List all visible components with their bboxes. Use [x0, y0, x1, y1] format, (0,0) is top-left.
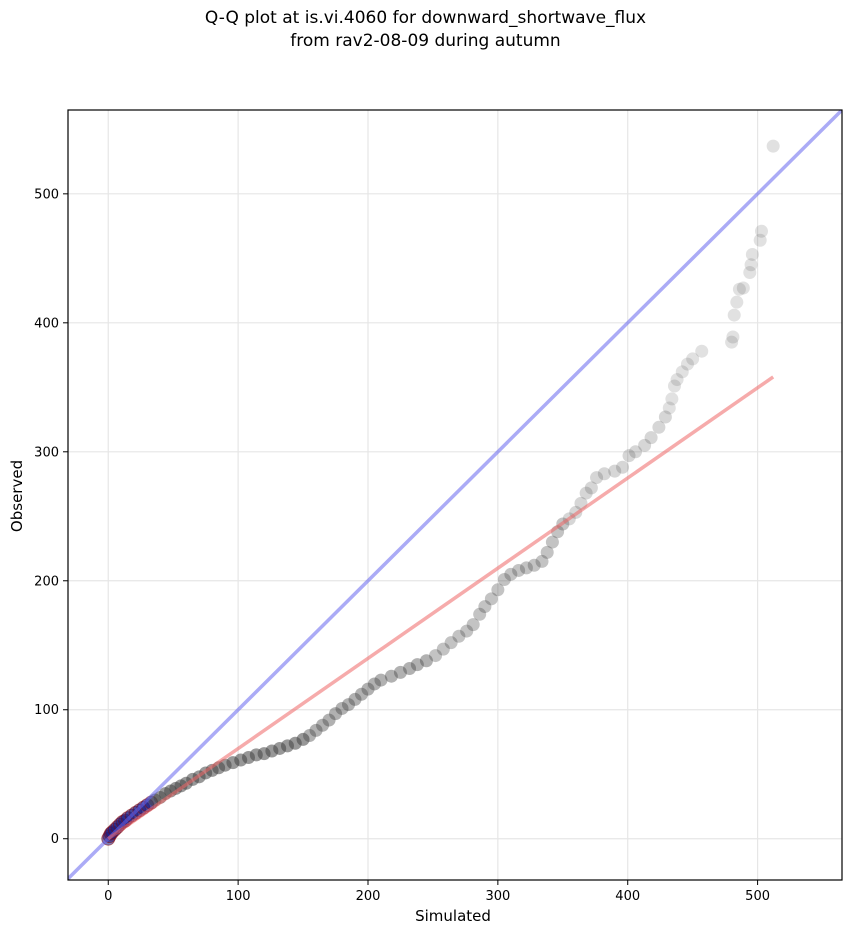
quantile-point: [348, 692, 362, 706]
quantile-point: [732, 282, 746, 296]
y-axis-label: Observed: [8, 460, 26, 532]
quantile-point: [303, 729, 317, 743]
quantile-point: [452, 629, 466, 643]
quantile-point: [753, 233, 767, 247]
y-tick-label: 100: [34, 703, 59, 718]
quantile-point: [491, 583, 505, 597]
plot-frame: [67, 109, 843, 881]
x-tick-label: 300: [485, 889, 510, 904]
quantile-point: [743, 266, 757, 280]
chart-title-line2: from rav2-08-09 during autumn: [290, 31, 561, 51]
quantile-point: [652, 420, 666, 434]
quantile-point: [367, 677, 381, 691]
quantile-point: [736, 281, 750, 295]
quantile-point: [579, 486, 593, 500]
fit-line: [107, 375, 775, 841]
quantile-point: [658, 410, 672, 424]
quantile-point: [419, 654, 433, 668]
quantile-point: [309, 723, 323, 737]
chart-title-line1: Q-Q plot at is.vi.4060 for downward_shor…: [204, 8, 647, 28]
quantile-point: [384, 669, 398, 683]
y-tick-label: 300: [34, 445, 59, 460]
quantile-point: [590, 471, 604, 485]
quantile-point: [329, 707, 343, 721]
quantile-point: [680, 357, 694, 371]
quantile-point: [512, 563, 526, 577]
quantile-point: [527, 558, 541, 572]
quantile-point: [342, 698, 356, 712]
quantile-point: [540, 545, 554, 559]
quantile-point: [622, 449, 636, 463]
quantile-point: [410, 658, 424, 672]
quantile-point: [466, 618, 480, 632]
quantile-point: [393, 665, 407, 679]
quantile-point: [374, 673, 388, 687]
quantile-point: [730, 295, 744, 309]
x-tick-label: 200: [356, 889, 381, 904]
reference-lines: [68, 110, 842, 880]
quantile-point: [745, 247, 759, 261]
quantile-point: [670, 373, 684, 387]
quantile-point: [667, 379, 681, 393]
quantile-point: [484, 592, 498, 606]
quantile-point: [686, 352, 700, 366]
quantile-point: [766, 139, 780, 153]
quantile-point: [497, 572, 511, 586]
quantile-point: [725, 335, 739, 349]
y-tick-label: 200: [34, 574, 59, 589]
quantile-point: [436, 642, 450, 656]
x-axis-label: Simulated: [415, 907, 491, 925]
quantile-point: [675, 365, 689, 379]
y-tick-label: 500: [34, 187, 59, 202]
quantile-point: [535, 554, 549, 568]
x-tick-label: 100: [226, 889, 251, 904]
quantile-point: [478, 600, 492, 614]
quantile-point: [616, 460, 630, 474]
quantile-point: [460, 624, 474, 638]
quantile-point: [444, 636, 458, 650]
quantile-point: [665, 392, 679, 406]
quantile-point: [519, 561, 533, 575]
x-tick-label: 0: [104, 889, 112, 904]
quantile-point: [322, 713, 336, 727]
quantile-point: [597, 467, 611, 481]
x-tick-label: 500: [745, 889, 770, 904]
quantile-points: [101, 139, 780, 846]
y-tick-label: 0: [51, 832, 59, 847]
quantile-point: [504, 567, 518, 581]
axes: 0 100 200 300 400 500 0 100 200 300 400 500: [34, 109, 843, 904]
y-tick-label: 400: [34, 316, 59, 331]
quantile-point: [296, 732, 310, 746]
identity-line: [68, 110, 842, 880]
quantile-point: [629, 445, 643, 459]
quantile-point: [361, 682, 375, 696]
quantile-point: [727, 308, 741, 322]
quantile-point: [695, 344, 709, 358]
quantile-point: [403, 661, 417, 675]
quantile-point: [608, 464, 622, 478]
x-tick-label: 400: [615, 889, 640, 904]
quantile-point: [473, 607, 487, 621]
quantile-point: [662, 401, 676, 415]
grid: [68, 110, 842, 880]
quantile-point: [316, 718, 330, 732]
quantile-point: [638, 438, 652, 452]
quantile-point: [644, 431, 658, 445]
quantile-point: [726, 330, 740, 344]
quantile-point: [335, 701, 349, 715]
quantile-point: [545, 535, 559, 549]
quantile-point: [744, 258, 758, 272]
quantile-point: [354, 687, 368, 701]
quantile-point: [429, 649, 443, 663]
quantile-point: [754, 224, 768, 238]
quantile-point: [584, 481, 598, 495]
